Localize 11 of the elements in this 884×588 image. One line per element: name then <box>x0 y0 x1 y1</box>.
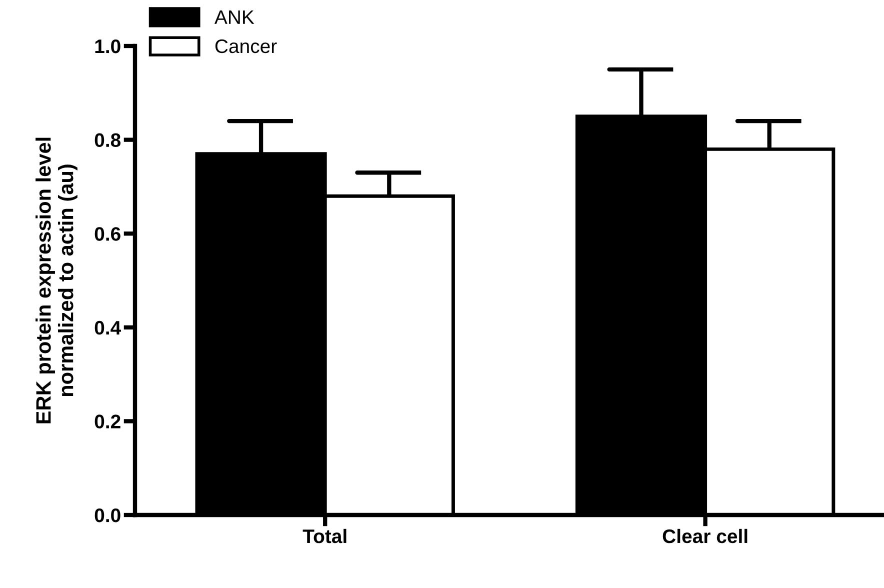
legend-label: Cancer <box>215 39 277 54</box>
y-tick-label: 0.2 <box>94 414 120 428</box>
legend-label: ANK <box>214 10 254 24</box>
x-tick-label: Clear cell <box>662 528 748 544</box>
y-tick-label: 0.0 <box>94 508 120 522</box>
y-tick-label: 1.0 <box>95 39 120 54</box>
y-tick-label: 0.8 <box>94 133 121 148</box>
y-tick-label: 0.6 <box>94 227 120 241</box>
x-tick-label: Total <box>302 528 346 544</box>
y-axis-title: ERK protein expression level normalized to actin (au) <box>36 138 78 424</box>
y-tick-label: 0.4 <box>94 320 122 335</box>
